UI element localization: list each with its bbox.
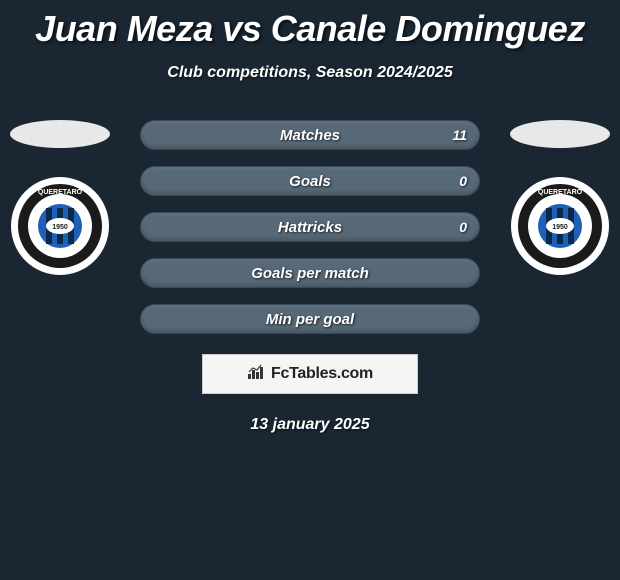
club-badge-left: QUERETARO 1950 bbox=[10, 176, 110, 276]
stat-label: Goals per match bbox=[251, 265, 369, 282]
stat-bar-matches: Matches 11 bbox=[140, 120, 480, 150]
svg-text:1950: 1950 bbox=[552, 224, 568, 231]
page-subtitle: Club competitions, Season 2024/2025 bbox=[0, 64, 620, 82]
stat-label: Min per goal bbox=[266, 311, 354, 328]
site-logo-text: FcTables.com bbox=[271, 365, 373, 383]
svg-text:QUERETARO: QUERETARO bbox=[38, 189, 83, 196]
stat-bar-goals-per-match: Goals per match bbox=[140, 258, 480, 288]
svg-text:QUERETARO: QUERETARO bbox=[538, 189, 583, 196]
svg-text:1950: 1950 bbox=[52, 224, 68, 231]
stat-value-right: 0 bbox=[459, 219, 467, 235]
stat-label: Hattricks bbox=[278, 219, 342, 236]
snapshot-date: 13 january 2025 bbox=[0, 416, 620, 434]
page-title: Juan Meza vs Canale Dominguez bbox=[0, 0, 620, 50]
stat-label: Goals bbox=[289, 173, 331, 190]
stat-bar-goals: Goals 0 bbox=[140, 166, 480, 196]
club-badge-right: QUERETARO 1950 bbox=[510, 176, 610, 276]
site-logo[interactable]: FcTables.com bbox=[202, 354, 418, 394]
stat-bars: Matches 11 Goals 0 Hattricks 0 Goals per… bbox=[140, 120, 480, 334]
player-avatar-placeholder-right bbox=[510, 120, 610, 148]
stat-value-right: 11 bbox=[452, 127, 467, 143]
comparison-panel: QUERETARO 1950 QUERETARO 1950 Matches 11 bbox=[0, 120, 620, 434]
stat-bar-min-per-goal: Min per goal bbox=[140, 304, 480, 334]
stat-bar-hattricks: Hattricks 0 bbox=[140, 212, 480, 242]
stat-label: Matches bbox=[280, 127, 340, 144]
player-avatar-placeholder-left bbox=[10, 120, 110, 148]
stat-value-right: 0 bbox=[459, 173, 467, 189]
bar-chart-icon bbox=[247, 364, 267, 385]
